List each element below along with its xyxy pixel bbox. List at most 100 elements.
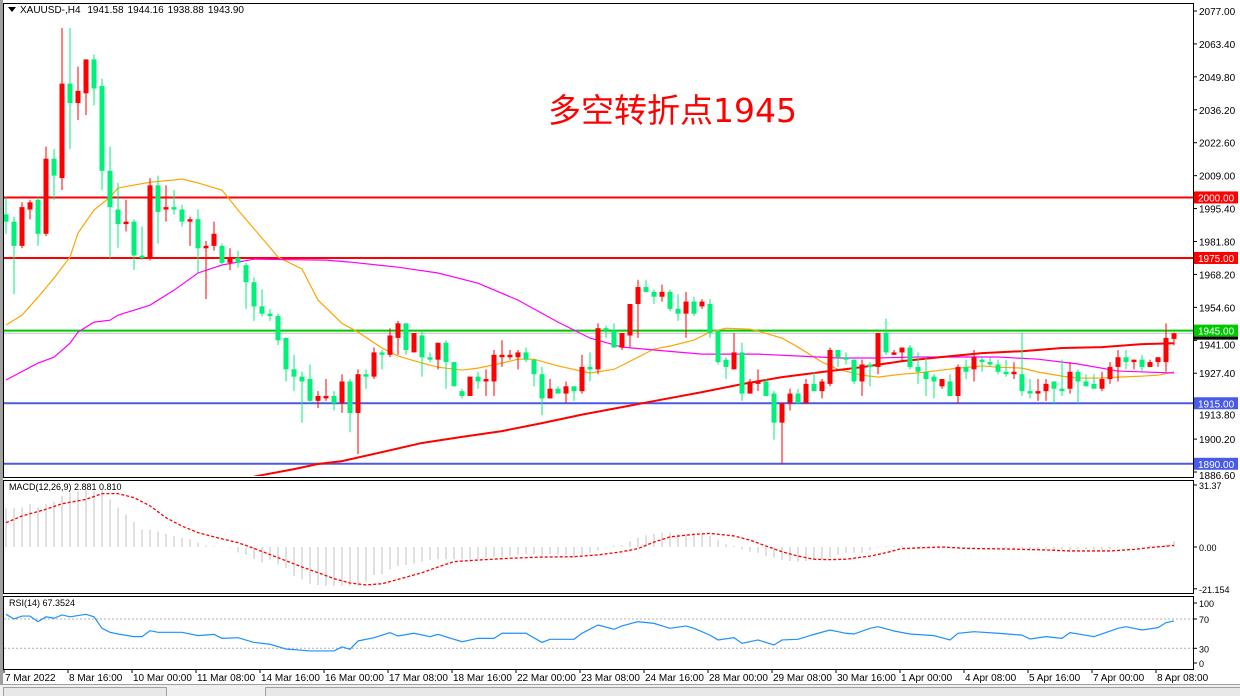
candle-body (1139, 359, 1145, 367)
candle (1035, 379, 1041, 401)
chart-tab[interactable] (3, 687, 167, 696)
candle (131, 219, 137, 271)
candle-body (667, 291, 673, 309)
price-tick-label: 1913.80 (1199, 410, 1236, 421)
candle (451, 362, 457, 387)
candle (171, 190, 177, 215)
candle-body (115, 209, 121, 225)
candle (371, 347, 377, 380)
candle-body (843, 357, 849, 360)
candle (979, 357, 985, 372)
time-tick-label: 18 Mar 16:00 (453, 673, 512, 684)
candle-body (307, 379, 313, 401)
candle-body (955, 366, 961, 396)
candle (659, 284, 665, 302)
candle (515, 349, 521, 370)
candle-body (1115, 357, 1121, 367)
main-plot (4, 27, 1193, 476)
candle (547, 379, 553, 399)
candle (123, 199, 129, 232)
candle-body (539, 374, 545, 399)
candle-body (331, 395, 337, 404)
candle (443, 340, 449, 389)
candle (611, 323, 617, 348)
candle-body (931, 376, 937, 382)
candle-body (835, 349, 841, 358)
candle-body (91, 59, 97, 89)
price-tick-label: 1941.00 (1199, 341, 1236, 352)
dropdown-triangle-icon[interactable] (8, 7, 16, 12)
candle-body (747, 381, 753, 394)
candle-body (659, 291, 665, 297)
candle-body (459, 391, 465, 396)
candle (563, 381, 569, 404)
candle (107, 146, 113, 258)
time-tick-label: 7 Apr 00:00 (1093, 673, 1145, 684)
candle-body (795, 393, 801, 404)
candle (347, 379, 353, 433)
candle (1075, 369, 1081, 404)
candle (811, 371, 817, 392)
candle (843, 352, 849, 365)
candle (1131, 359, 1137, 370)
candle-body (1155, 357, 1161, 363)
candle (267, 308, 273, 321)
candle (1107, 362, 1113, 384)
candle-body (371, 352, 377, 377)
candle-body (283, 337, 289, 370)
candle (459, 388, 465, 399)
candle-body (259, 306, 265, 314)
candle (675, 294, 681, 321)
chart-tab[interactable] (265, 687, 1240, 696)
candle-body (171, 207, 177, 210)
candle-body (707, 303, 713, 334)
candle (1139, 354, 1145, 372)
open-price: 1941.58 (87, 5, 124, 16)
candle-body (99, 86, 105, 171)
candle-body (883, 333, 889, 353)
candle (523, 347, 529, 363)
candle (947, 374, 953, 396)
time-tick-label: 28 Mar 00:00 (709, 673, 768, 684)
high-price: 1944.16 (127, 5, 164, 16)
candle-body (315, 395, 321, 401)
candle (43, 146, 49, 237)
price-tick-label: 1886.60 (1199, 471, 1236, 482)
candle (1147, 359, 1153, 367)
candle (715, 330, 721, 365)
price-tick-label: 2036.20 (1199, 106, 1236, 117)
candle-body (403, 323, 409, 350)
time-tick-label: 17 Mar 08:00 (389, 673, 448, 684)
main-panel-frame (3, 3, 1194, 478)
candle-body (811, 383, 817, 392)
candle-body (379, 352, 385, 355)
candle-body (915, 366, 921, 372)
candle-body (699, 301, 705, 307)
candle (275, 313, 281, 346)
candle (363, 369, 369, 389)
candle-body (35, 199, 41, 234)
candle (1115, 349, 1121, 382)
candle-body (475, 376, 481, 382)
moving-average-line (253, 342, 1175, 476)
candle (1051, 381, 1057, 404)
candle (203, 241, 209, 300)
symbol-timeframe: XAUUSD-,H4 (20, 5, 81, 16)
time-tick-label: 7 Mar 2022 (5, 673, 56, 684)
candle-body (1019, 374, 1025, 392)
candle-body (291, 369, 297, 377)
candle (195, 209, 201, 273)
candle-body (355, 374, 361, 413)
candle-body (683, 301, 689, 314)
candle-body (499, 354, 505, 358)
candle (139, 226, 145, 261)
candle (683, 291, 689, 338)
candle-body (1171, 333, 1177, 339)
macd-panel-frame (3, 480, 1194, 594)
candle (995, 359, 1001, 375)
price-tick-label: 1900.20 (1199, 435, 1236, 446)
candle (603, 325, 609, 338)
candle-body (579, 366, 585, 392)
